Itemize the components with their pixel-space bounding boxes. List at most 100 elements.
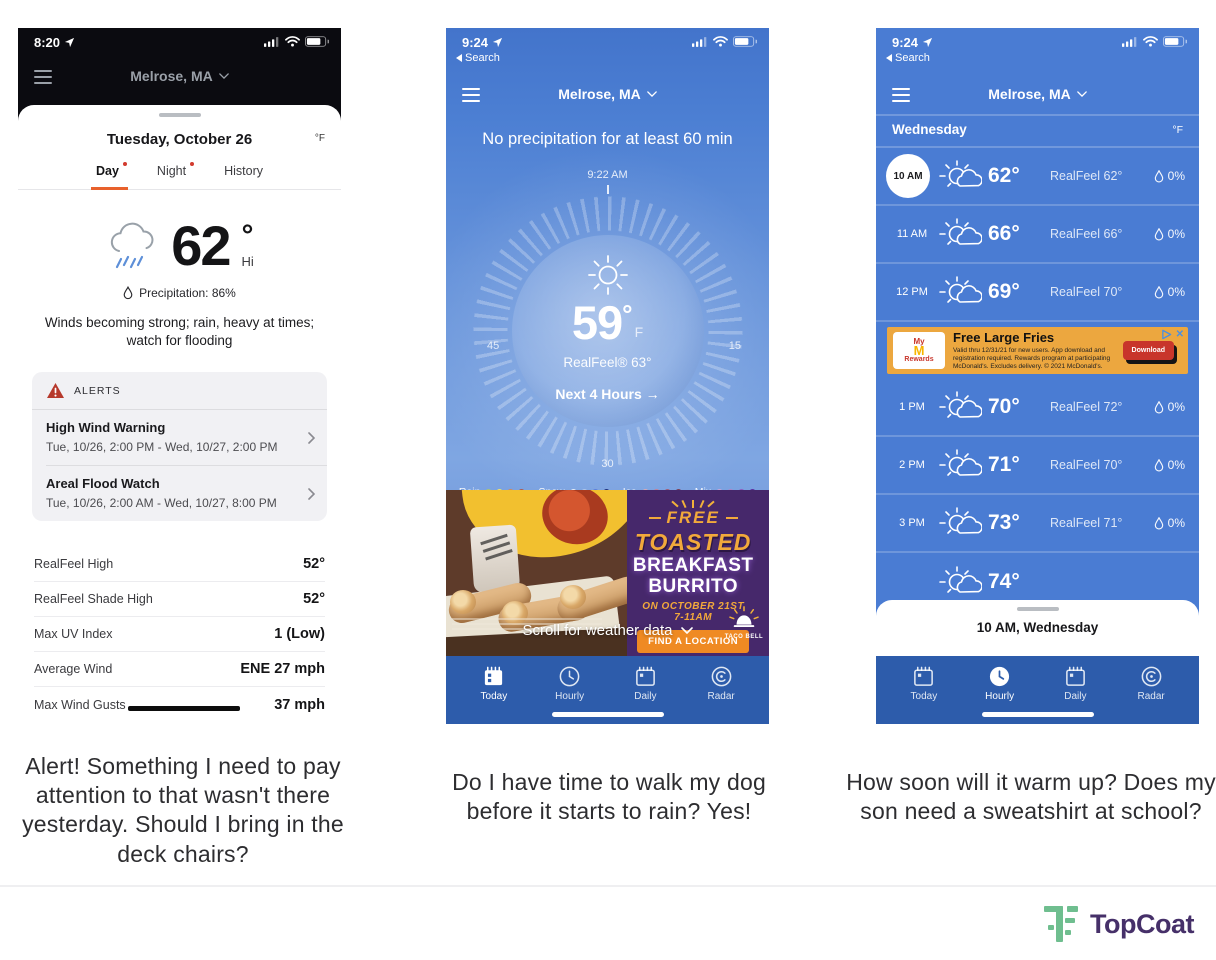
adchoices-icon[interactable] [1161, 329, 1172, 340]
droplet-icon [1154, 228, 1164, 241]
app-header: Melrose, MA [18, 58, 341, 98]
caption-alerts: Alert! Something I need to pay attention… [22, 753, 344, 867]
nav-radar[interactable]: Radar [1121, 665, 1181, 724]
stat-row-wind-gusts: Max Wind Gusts 37 mph [34, 696, 325, 713]
tab-alert-dot [190, 162, 195, 166]
unit-label[interactable]: °F [1172, 124, 1183, 136]
download-button[interactable]: Download [1122, 341, 1174, 360]
find-a-location-button[interactable]: FIND A LOCATION [637, 630, 750, 654]
forecast-sheet: Tuesday, October 26 °F Day Night History… [18, 105, 341, 726]
next-4-hours-link[interactable]: Next 4 Hours → [555, 386, 660, 402]
ad-time: 7-11AM [674, 612, 713, 624]
hour-row-4pm-partial[interactable]: 74° [876, 553, 1199, 611]
close-ad-icon[interactable]: ✕ [1175, 329, 1184, 340]
menu-icon[interactable] [34, 70, 52, 84]
sun-cloud-icon [938, 505, 982, 541]
current-temp: 59 [571, 296, 623, 349]
current-time-label: 9:22 AM [587, 169, 628, 181]
app-header: Melrose, MA [446, 76, 769, 116]
degree-sign: ° [622, 299, 633, 329]
scroll-for-weather-data[interactable]: Scroll for weather data [446, 622, 769, 639]
home-indicator[interactable] [981, 712, 1094, 717]
precipitation-row: Precipitation: 86% [18, 286, 341, 300]
stat-row-realfeel-high: RealFeel High 52° [34, 547, 325, 583]
back-icon [456, 54, 462, 62]
sheet-drag-handle[interactable] [1016, 607, 1059, 611]
status-time: 9:24 [892, 35, 919, 50]
unit-label[interactable]: °F [314, 133, 325, 144]
location-label: Melrose, MA [988, 86, 1071, 102]
back-to-search[interactable]: Search [456, 52, 500, 64]
taco-bell-ad[interactable]: FREE TOASTED BREAKFAST BURRITO ON OCTOBE… [446, 490, 769, 656]
dial-minute-45: 45 [487, 340, 500, 352]
menu-icon[interactable] [462, 88, 480, 102]
location-selector[interactable]: Melrose, MA [446, 86, 769, 102]
nav-radar[interactable]: Radar [691, 665, 751, 724]
home-indicator[interactable] [551, 712, 664, 717]
clock-icon [558, 665, 581, 688]
nav-hourly[interactable]: Hourly [970, 665, 1030, 724]
radar-icon [710, 665, 733, 688]
alert-period: Tue, 10/26, 2:00 AM - Wed, 10/27, 8:00 P… [46, 496, 277, 511]
signal-icon [692, 37, 708, 47]
current-conditions: 62 ° Hi [18, 218, 341, 274]
minutecast-banner: No precipitation for at least 60 min [482, 130, 733, 148]
sun-cloud-icon [938, 158, 982, 194]
back-to-search[interactable]: Search [886, 52, 930, 64]
status-time: 8:20 [34, 35, 61, 50]
tab-alert-dot [122, 162, 127, 166]
mcdonalds-ad[interactable]: My M Rewards Free Large Fries Valid thru… [887, 327, 1188, 374]
alert-name: Areal Flood Watch [46, 476, 160, 492]
tab-day[interactable]: Day [90, 162, 128, 190]
wifi-icon [285, 36, 300, 47]
tab-night[interactable]: Night [157, 162, 195, 178]
status-bar: 8:20 [18, 28, 341, 58]
location-services-icon [922, 37, 933, 48]
ad-burrito-label: BURRITO [648, 575, 739, 597]
ad-breakfast-label: BREAKFAST [632, 555, 754, 576]
hour-row-11am[interactable]: 11 AM 66° RealFeel 66° 0% [876, 206, 1199, 264]
nav-today[interactable]: Today [894, 665, 954, 724]
hour-row-10am[interactable]: 10 AM 62° RealFeel 62° 0% [876, 148, 1199, 206]
alert-period: Tue, 10/26, 2:00 PM - Wed, 10/27, 2:00 P… [46, 440, 278, 455]
droplet-icon [1154, 401, 1164, 414]
topcoat-logo: TopCoat [1043, 903, 1194, 945]
minutecast-dial[interactable]: 59 ° F RealFeel® 63° Next 4 Hours → [472, 196, 743, 466]
wifi-icon [1143, 36, 1158, 47]
sun-cloud-icon [938, 274, 982, 310]
day-name: Wednesday [892, 122, 967, 137]
phone-screenshot-today: 8:20 Melrose, MA Tuesday, October 26 °F [18, 28, 341, 726]
droplet-icon [1154, 459, 1164, 472]
hour-row-12pm[interactable]: 12 PM 69° RealFeel 70° 0% [876, 264, 1199, 322]
unit-label: F [634, 324, 644, 340]
calendar-today-icon [912, 665, 935, 688]
sun-cloud-icon [938, 389, 982, 425]
location-selector[interactable]: Melrose, MA [876, 86, 1199, 102]
calendar-daily-icon [1064, 665, 1087, 688]
signal-icon [264, 37, 280, 47]
alert-item-high-wind[interactable]: High Wind Warning Tue, 10/26, 2:00 PM - … [32, 410, 327, 465]
hour-row-3pm[interactable]: 3 PM 73° RealFeel 71° 0% [876, 495, 1199, 553]
hour-row-2pm[interactable]: 2 PM 71° RealFeel 70° 0% [876, 437, 1199, 495]
nav-daily[interactable]: Daily [615, 665, 675, 724]
selected-hour-badge: 10 AM [886, 154, 930, 198]
hi-label: Hi [241, 253, 254, 269]
stat-row-realfeel-shade: RealFeel Shade High 52° [34, 582, 325, 618]
location-selector[interactable]: Melrose, MA [18, 68, 341, 84]
location-services-icon [64, 37, 75, 48]
golden-arches-icon: M [913, 342, 925, 358]
chevron-down-icon [1077, 91, 1087, 97]
sheet-drag-handle[interactable] [158, 113, 201, 117]
nav-today[interactable]: Today [464, 665, 524, 724]
ad-photo [446, 490, 627, 656]
alert-item-flood-watch[interactable]: Areal Flood Watch Tue, 10/26, 2:00 AM - … [46, 465, 327, 521]
menu-icon[interactable] [892, 88, 910, 102]
battery-icon [733, 36, 757, 47]
nav-daily[interactable]: Daily [1045, 665, 1105, 724]
hour-row-1pm[interactable]: 1 PM 70° RealFeel 72° 0% [876, 379, 1199, 437]
tab-history[interactable]: History [224, 164, 264, 178]
sun-cloud-icon [938, 447, 982, 483]
status-time: 9:24 [462, 35, 489, 50]
nav-hourly[interactable]: Hourly [540, 665, 600, 724]
sun-icon [586, 253, 630, 297]
